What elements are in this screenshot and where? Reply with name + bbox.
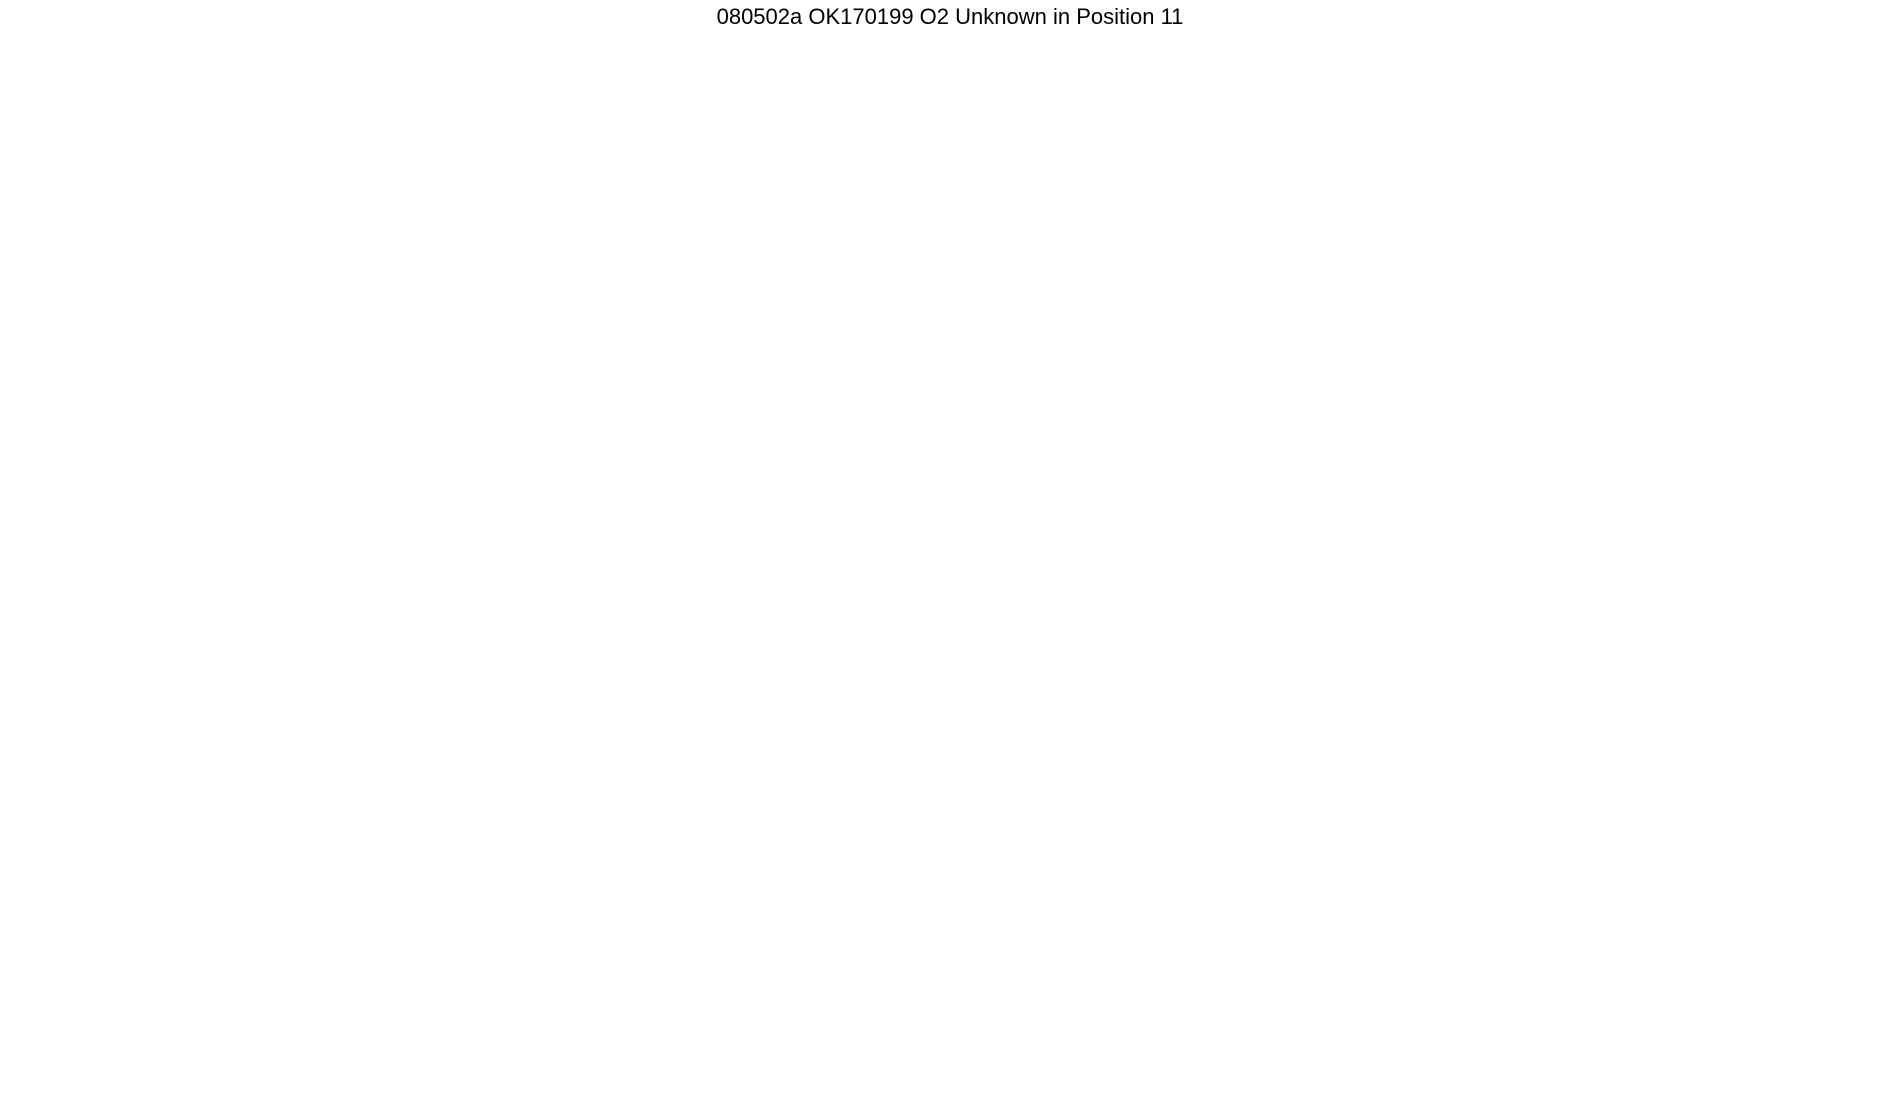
figure: 080502a OK170199 O2 Unknown in Position … [717, 4, 1184, 29]
figure-title: 080502a OK170199 O2 Unknown in Position … [717, 4, 1184, 29]
